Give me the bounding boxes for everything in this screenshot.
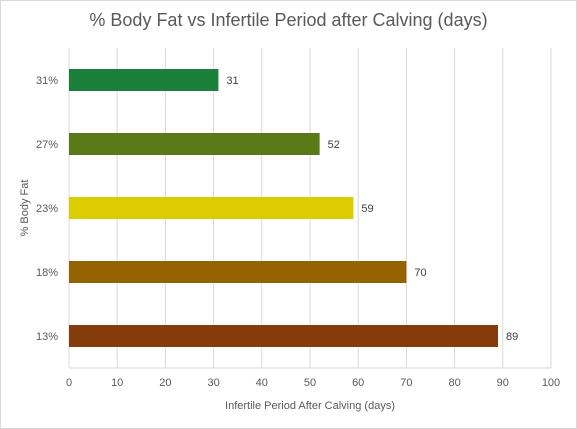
gridlines xyxy=(68,48,552,369)
data-label: 52 xyxy=(328,139,340,151)
x-tick-label: 60 xyxy=(352,377,364,389)
bar xyxy=(69,197,354,219)
x-tick-label: 10 xyxy=(111,377,123,389)
chart-title: % Body Fat vs Infertile Period after Cal… xyxy=(89,10,488,30)
bars xyxy=(69,69,498,347)
x-axis-title: Infertile Period After Calving (days) xyxy=(225,400,395,412)
data-labels: 31 52 59 70 89 xyxy=(226,75,518,343)
y-tick-label: 27% xyxy=(36,139,58,151)
data-label: 70 xyxy=(414,267,426,279)
bar xyxy=(69,69,219,91)
x-tick-label: 30 xyxy=(207,377,219,389)
x-tick-label: 80 xyxy=(448,377,460,389)
bar xyxy=(69,261,407,283)
data-label: 89 xyxy=(506,331,518,343)
x-tick-label: 100 xyxy=(542,377,560,389)
data-label: 31 xyxy=(226,75,238,87)
bar xyxy=(69,325,498,347)
x-tick-label: 40 xyxy=(256,377,268,389)
y-tick-label: 18% xyxy=(36,267,58,279)
x-tick-label: 70 xyxy=(400,377,412,389)
bar xyxy=(69,133,320,155)
x-tick-label: 50 xyxy=(304,377,316,389)
x-tick-label: 0 xyxy=(66,377,72,389)
x-tick-label: 90 xyxy=(497,377,509,389)
y-axis-title: % Body Fat xyxy=(19,180,31,237)
data-label: 59 xyxy=(361,203,373,215)
x-tick-labels: 0 10 20 30 40 50 60 70 80 90 100 xyxy=(66,377,560,389)
x-tick-label: 20 xyxy=(159,377,171,389)
y-tick-label: 23% xyxy=(36,203,58,215)
y-tick-labels: 31% 27% 23% 18% 13% xyxy=(36,75,58,343)
y-tick-label: 13% xyxy=(36,331,58,343)
y-tick-label: 31% xyxy=(36,75,58,87)
